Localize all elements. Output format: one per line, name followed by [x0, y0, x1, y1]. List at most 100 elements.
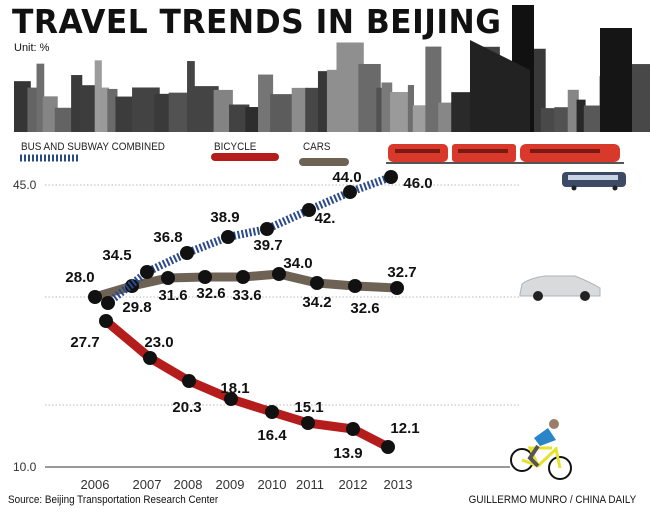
bicycle-data-label: 18.1 — [220, 380, 249, 397]
cars-data-label: 31.6 — [158, 287, 187, 304]
bicycle-line — [103, 317, 391, 452]
skyline-building — [54, 107, 76, 132]
bicycle-point — [301, 416, 315, 430]
axes: 45.0 10.0 2006 2007 2008 2009 2010 2011 2012 2013 — [13, 178, 520, 492]
cars-data-label: 32.6 — [350, 300, 379, 317]
bus-subway-data-label: 36.8 — [153, 229, 182, 246]
x-tick-label: 2008 — [174, 477, 203, 492]
car-icon — [519, 275, 601, 301]
cars-data-label: 28.0 — [65, 269, 94, 286]
bicycle-point — [224, 392, 238, 406]
bicycle-data-label: 23.0 — [144, 334, 173, 351]
unit-label: Unit: % — [14, 42, 50, 54]
legend-label-cars: CARS — [303, 141, 331, 153]
skyline-building — [94, 60, 102, 132]
bicycle-point — [265, 405, 279, 419]
skyline-building — [583, 105, 604, 132]
x-tick-label: 2013 — [384, 477, 413, 492]
bus-subway-point — [343, 185, 357, 199]
cars-data-label: 34.2 — [302, 294, 331, 311]
skyline-building — [305, 87, 322, 132]
bicycle-point — [346, 422, 360, 436]
cars-point — [161, 271, 175, 285]
skyline-illustration — [14, 5, 650, 133]
bus-subway-point — [260, 222, 274, 236]
skyline-building — [42, 96, 58, 132]
skyline-building — [407, 85, 415, 132]
bus-subway-point — [384, 170, 398, 184]
bus-subway-point — [180, 246, 194, 260]
train-icon — [386, 144, 624, 164]
skyline-building — [554, 107, 572, 132]
skyline-building — [115, 96, 137, 132]
cars-point — [310, 276, 324, 290]
legend-label-bicycle: BICYCLE — [214, 141, 257, 153]
skyline-building — [187, 61, 195, 132]
x-tick-label: 2009 — [216, 477, 245, 492]
skyline-building — [27, 87, 39, 132]
skyline-building — [390, 91, 413, 132]
data-labels: 29.8 34.5 36.8 38.9 39.7 42. 44.0 46.0 27.7 23.0 2… — [65, 169, 432, 462]
bus-subway-data-label: 38.9 — [210, 209, 239, 226]
skyline-tower — [600, 28, 632, 132]
page-title: TRAVEL TRENDS IN BEIJING — [12, 2, 502, 41]
skyline-building — [358, 63, 381, 132]
skyline-building — [576, 99, 586, 132]
bicycle-point — [143, 351, 157, 365]
bus-subway-line — [105, 173, 393, 307]
skyline-building — [154, 93, 173, 132]
x-tick-label: 2011 — [296, 477, 324, 492]
skyline-building — [425, 46, 442, 132]
y-tick-label: 10.0 — [13, 460, 37, 474]
x-tick-label: 2006 — [81, 477, 110, 492]
skyline-building — [376, 87, 383, 132]
bicycle-data-label: 27.7 — [70, 334, 99, 351]
bus-subway-data-label: 29.8 — [122, 299, 151, 316]
bus-subway-data-label: 34.5 — [102, 247, 131, 264]
bicycle-data-label: 13.9 — [333, 445, 362, 462]
skyline-building — [245, 107, 262, 132]
skyline-building — [540, 108, 558, 132]
skyline-building — [326, 69, 339, 132]
skyline-building — [317, 71, 330, 132]
bus-subway-data-label: 44.0 — [332, 169, 361, 186]
cars-point — [198, 270, 212, 284]
bicycle-data-label: 20.3 — [172, 399, 201, 416]
bus-subway-data-label: 46.0 — [403, 175, 432, 192]
bus-subway-point — [221, 230, 235, 244]
cars-data-label: 34.0 — [283, 255, 312, 272]
cars-point — [236, 270, 250, 284]
bicycle-data-label: 12.1 — [390, 420, 419, 437]
cars-point — [88, 290, 102, 304]
skyline-cctv — [470, 40, 530, 132]
cyclist-icon — [510, 419, 572, 480]
cars-data-label: 32.7 — [387, 264, 416, 281]
skyline-building — [567, 89, 579, 132]
skyline-building — [36, 63, 45, 132]
x-tick-label: 2012 — [339, 477, 368, 492]
bus-subway-data-label: 39.7 — [253, 237, 282, 254]
skyline-building — [213, 89, 233, 132]
cars-point — [390, 281, 404, 295]
skyline-building — [258, 74, 274, 132]
bicycle-data-label: 15.1 — [294, 399, 323, 416]
skyline-building — [629, 64, 650, 132]
skyline-building — [438, 102, 455, 132]
skyline-building — [80, 85, 99, 132]
skyline-building — [412, 105, 429, 132]
bicycle-point — [99, 314, 113, 328]
source-note: Source: Beijing Transportation Research … — [8, 494, 219, 506]
skyline-building — [381, 82, 393, 132]
cars-point — [348, 279, 362, 293]
legend — [20, 153, 349, 166]
bicycle-point — [381, 440, 395, 454]
skyline-building — [168, 92, 192, 132]
bus-subway-point — [101, 296, 115, 310]
cars-data-label: 33.6 — [232, 287, 261, 304]
cars-point — [272, 267, 286, 281]
y-tick-label: 45.0 — [13, 178, 37, 192]
skyline-building — [229, 104, 250, 132]
credit-line: GUILLERMO MUNRO / CHINA DAILY — [468, 494, 636, 506]
